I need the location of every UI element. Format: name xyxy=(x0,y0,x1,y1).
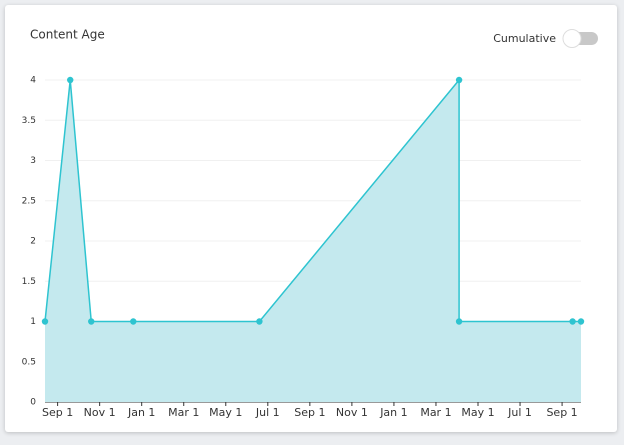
x-tick-label: Sep 1 xyxy=(294,406,325,419)
point xyxy=(41,318,49,325)
point xyxy=(455,318,463,325)
x-tick-label: Sep 1 xyxy=(546,406,577,419)
toggle[interactable] xyxy=(562,29,598,48)
point xyxy=(256,318,263,325)
x-tick-label: Jan 1 xyxy=(379,406,407,419)
toggle-label: Cumulative xyxy=(493,32,556,45)
x-tick-label: Jul 1 xyxy=(255,406,280,419)
y-tick-label: 3 xyxy=(30,156,36,166)
y-tick-label: 0.5 xyxy=(22,357,36,367)
x-tick-label: Sep 1 xyxy=(42,406,73,419)
point xyxy=(130,318,137,325)
y-tick-label: 1.5 xyxy=(22,277,36,287)
x-tick-label: Jan 1 xyxy=(127,406,155,419)
x-tick-label: Nov 1 xyxy=(336,406,368,419)
x-tick-label: Mar 1 xyxy=(168,406,199,419)
point xyxy=(569,318,576,325)
chart-title: Content Age xyxy=(30,28,105,42)
toggle-knob xyxy=(562,29,582,48)
x-tick-label: Jul 1 xyxy=(507,406,532,419)
y-tick-label: 2.5 xyxy=(22,196,36,206)
y-tick-label: 3.5 xyxy=(22,116,36,126)
point xyxy=(67,76,74,84)
point xyxy=(577,318,585,325)
point xyxy=(455,76,463,84)
point xyxy=(88,318,95,325)
x-tick-label: May 1 xyxy=(209,406,242,419)
y-tick-label: 4 xyxy=(30,76,36,86)
x-tick-label: Nov 1 xyxy=(84,406,116,419)
x-tick-label: May 1 xyxy=(461,406,494,419)
x-tick-label: Mar 1 xyxy=(420,406,451,419)
y-tick-label: 1 xyxy=(30,317,36,327)
y-tick-label: 0 xyxy=(30,398,36,408)
y-tick-label: 2 xyxy=(30,237,36,247)
